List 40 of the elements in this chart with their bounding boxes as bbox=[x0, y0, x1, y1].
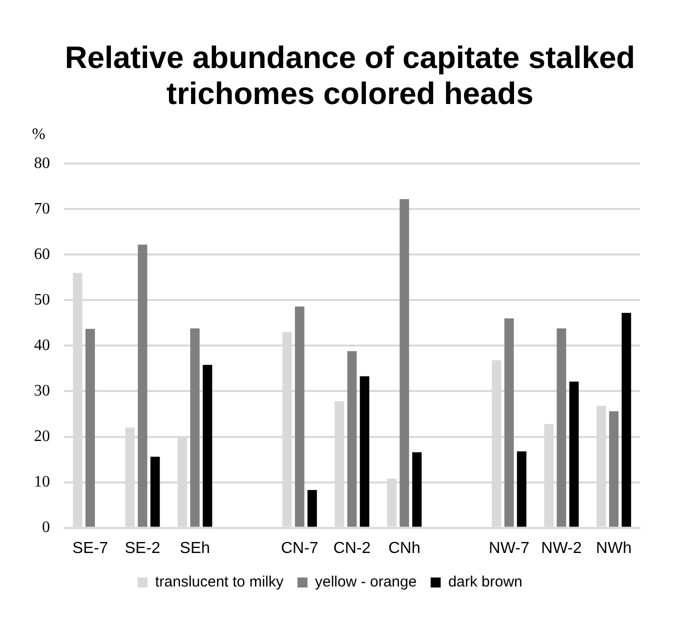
y-tick-label: 0 bbox=[42, 519, 50, 536]
bar bbox=[85, 328, 95, 527]
x-tick-label: NWh bbox=[596, 540, 632, 557]
x-tick-label: NW-2 bbox=[541, 540, 582, 557]
y-tick-label: 30 bbox=[34, 382, 50, 400]
y-tick-label: 70 bbox=[34, 200, 50, 218]
legend-label: translucent to milky bbox=[155, 574, 284, 591]
bar bbox=[190, 328, 200, 527]
bar bbox=[307, 490, 317, 527]
x-tick-label: SEh bbox=[180, 540, 210, 557]
x-tick-label: NW-7 bbox=[488, 540, 530, 557]
x-tick-label: CNh bbox=[388, 540, 420, 557]
y-tick-label: 80 bbox=[34, 154, 50, 172]
y-tick-label: 20 bbox=[34, 428, 50, 445]
bar bbox=[360, 376, 370, 527]
bar bbox=[294, 306, 304, 527]
bar bbox=[347, 351, 357, 527]
x-tick-label: CN-7 bbox=[280, 540, 318, 557]
y-tick-label: 10 bbox=[34, 473, 50, 490]
bar bbox=[202, 364, 212, 527]
bar bbox=[516, 451, 526, 527]
bar bbox=[412, 452, 422, 527]
x-tick-label: CN-2 bbox=[333, 540, 371, 557]
bar bbox=[138, 244, 148, 527]
y-tick-label: 50 bbox=[34, 291, 50, 308]
x-tick-label: SE-2 bbox=[124, 540, 160, 557]
bar bbox=[622, 312, 632, 527]
bar bbox=[569, 382, 579, 527]
bar bbox=[400, 199, 410, 527]
legend-label: dark brown bbox=[448, 574, 522, 591]
x-tick-label: SE-7 bbox=[72, 540, 108, 557]
y-tick-label: 60 bbox=[34, 246, 50, 263]
chart-title: Relative abundance of capitate stalked trichomes colored heads bbox=[64, 40, 636, 112]
y-tick-label: 40 bbox=[34, 336, 50, 354]
legend-label: yellow - orange bbox=[314, 574, 417, 591]
bar bbox=[556, 328, 566, 527]
bar bbox=[609, 411, 619, 527]
y-axis-title: % bbox=[32, 126, 46, 144]
bar bbox=[504, 318, 514, 527]
bar bbox=[150, 456, 160, 527]
